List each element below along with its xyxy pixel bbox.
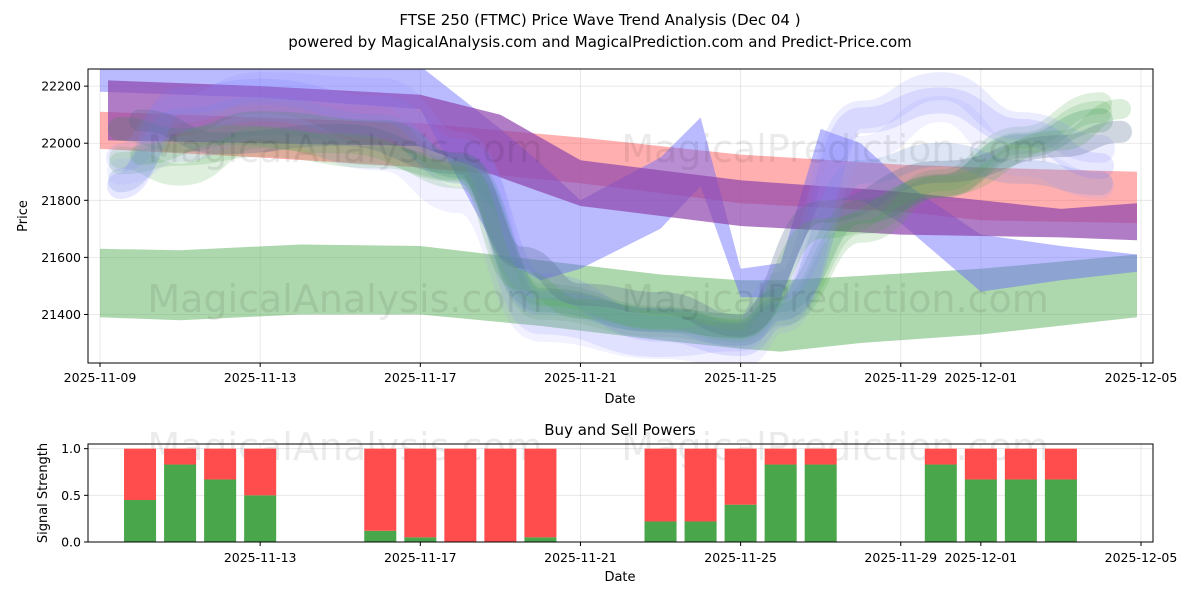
buy-power-bar [684, 521, 717, 542]
watermark-right: MagicalPrediction.com [621, 277, 1049, 321]
powers-x-tick-label: 2025-11-17 [384, 550, 457, 565]
price-wave-path [109, 100, 1112, 346]
price-wave-path [130, 99, 1131, 339]
price-y-tick-label: 21400 [41, 307, 81, 322]
price-y-ticks: 21400 21600 21800 22000 22200 [41, 79, 88, 322]
sell-power-bar [204, 448, 237, 480]
price-x-tick-label: 2025-11-13 [224, 370, 297, 385]
buy-power-bar [404, 537, 437, 542]
watermark-left: MagicalAnalysis.com [147, 277, 542, 321]
powers-x-tick-label: 2025-12-05 [1105, 550, 1178, 565]
sell-power-bar [684, 448, 717, 522]
buy-power-bar [244, 495, 277, 542]
price-wave-path [107, 96, 1114, 363]
buy-power-bar [924, 464, 957, 542]
price-wave-path [107, 78, 1114, 356]
price-y-tick-label: 21600 [41, 250, 81, 265]
sell-power-bar [964, 448, 997, 480]
sell-power-bar [444, 448, 477, 542]
price-plot-frame [87, 68, 1154, 364]
sell-power-bar [1044, 448, 1077, 480]
price-wave-path [129, 109, 1132, 337]
price-x-axis-label: Date [604, 392, 635, 407]
watermark-right-top: MagicalPrediction.com [621, 127, 1049, 171]
price-x-tick-label: 2025-12-01 [945, 370, 1018, 385]
price-y-tick-label: 22000 [41, 136, 81, 151]
powers-bars [124, 448, 1077, 542]
buy-power-bar [124, 500, 157, 542]
buy-power-bar [524, 537, 557, 542]
price-x-tick-label: 2025-11-09 [64, 370, 137, 385]
price-wave-paths [106, 72, 1132, 363]
price-x-tick-label: 2025-11-21 [544, 370, 617, 385]
price-x-tick-label: 2025-11-29 [864, 370, 937, 385]
buy-power-bar [644, 521, 677, 542]
powers-y-tick-label: 0.5 [61, 488, 81, 503]
price-x-tick-label: 2025-12-05 [1105, 370, 1178, 385]
buy-power-bar [1004, 479, 1037, 542]
price-bands [100, 69, 1137, 352]
watermark-left-top: MagicalAnalysis.com [147, 127, 542, 171]
sell-power-bar [244, 448, 277, 496]
sell-power-bar [924, 448, 957, 465]
sell-power-bar [724, 448, 757, 505]
price-x-tick-label: 2025-11-25 [704, 370, 777, 385]
powers-x-axis-label: Date [604, 570, 635, 585]
price-x-ticks: 2025-11-09 2025-11-13 2025-11-17 2025-11-21… [64, 363, 1178, 385]
powers-x-ticks: 2025-11-13 2025-11-17 2025-11-21 2025-11-25… [224, 542, 1177, 565]
sell-power-bar [484, 448, 517, 542]
price-y-tick-label: 21800 [41, 193, 81, 208]
powers-y-tick-label: 0.0 [61, 535, 81, 550]
buy-power-bar [164, 464, 197, 542]
sell-power-bar [644, 448, 677, 522]
powers-x-tick-label: 2025-11-13 [224, 550, 297, 565]
buy-power-bar [804, 464, 837, 542]
price-y-axis-label: Price [16, 200, 31, 232]
sell-power-bar [1004, 448, 1037, 480]
sell-power-bar [404, 448, 437, 538]
powers-y-axis-label: Signal Strength [36, 443, 51, 543]
price-wave-path [106, 72, 1115, 357]
sell-power-bar [524, 448, 557, 538]
sell-power-bar [364, 448, 397, 531]
price-x-tick-label: 2025-11-17 [384, 370, 457, 385]
powers-y-tick-label: 1.0 [61, 441, 81, 456]
buy-power-bar [364, 530, 397, 542]
powers-title: Buy and Sell Powers [544, 421, 696, 439]
price-wave-path [108, 108, 1113, 338]
price-y-tick-label: 22200 [41, 79, 81, 94]
powers-x-tick-label: 2025-11-25 [704, 550, 777, 565]
sell-power-bar [124, 448, 157, 500]
chart-title: FTSE 250 (FTMC) Price Wave Trend Analysi… [399, 11, 800, 29]
chart-subtitle: powered by MagicalAnalysis.com and Magic… [288, 33, 912, 51]
buy-power-bar [964, 479, 997, 542]
price-band [108, 80, 1137, 241]
sell-power-bar [764, 448, 797, 465]
buy-power-bar [764, 464, 797, 542]
price-wave-path [108, 97, 1113, 347]
buy-power-bar [204, 479, 237, 542]
buy-power-bar [1044, 479, 1077, 542]
sell-power-bar [804, 448, 837, 465]
powers-x-tick-label: 2025-12-01 [945, 550, 1018, 565]
buy-power-bar [724, 504, 757, 542]
powers-x-tick-label: 2025-11-21 [544, 550, 617, 565]
price-wave-path [109, 92, 1112, 343]
sell-power-bar [164, 448, 197, 465]
price-band [100, 244, 1137, 352]
powers-y-ticks: 0.0 0.5 1.0 [61, 441, 88, 550]
powers-plot-frame [87, 443, 1154, 543]
powers-x-tick-label: 2025-11-29 [864, 550, 937, 565]
